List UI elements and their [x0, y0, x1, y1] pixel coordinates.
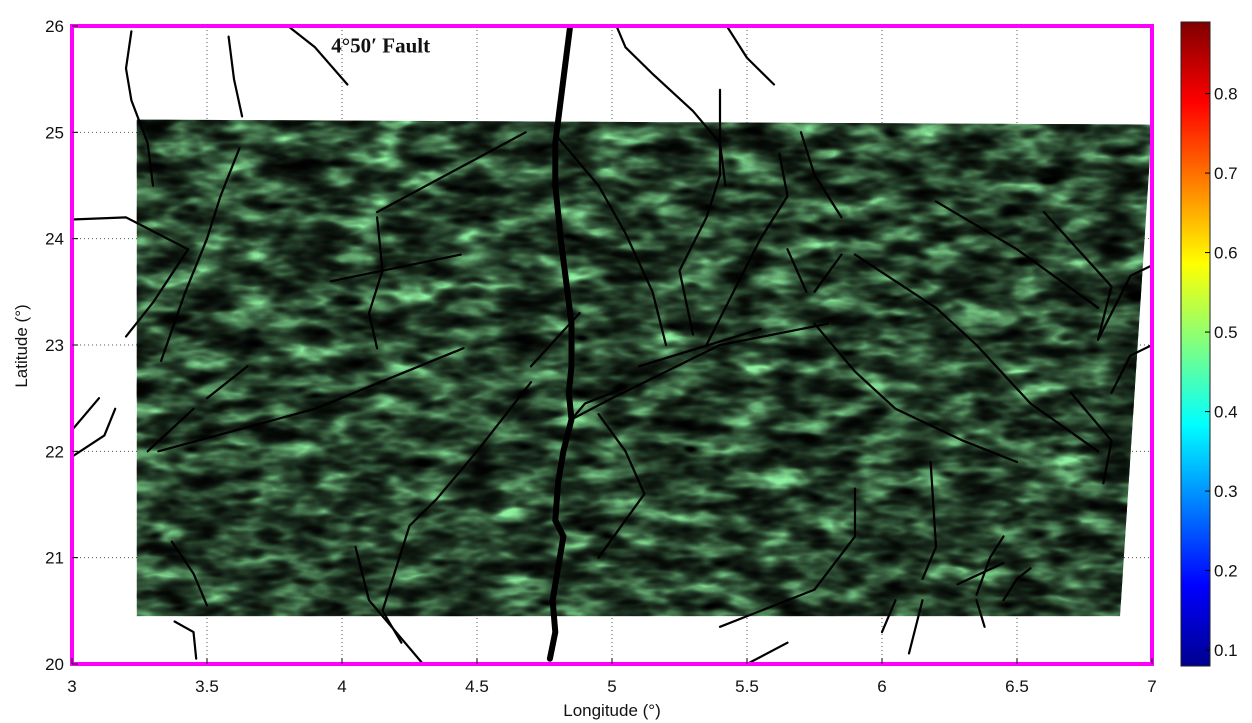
fault-line: [124, 30, 155, 187]
y-tick-label: 24: [45, 230, 64, 249]
heatmap-cells: [136, 119, 1153, 617]
fault-line: [705, 152, 789, 347]
fault-line: [921, 460, 938, 580]
fault-line: [1096, 264, 1152, 341]
fault-line: [907, 599, 924, 655]
fault-lines: [72, 26, 1152, 664]
y-tick-label: 25: [45, 123, 64, 142]
fault-line: [813, 253, 843, 293]
y-tick-label: 22: [45, 442, 64, 461]
colorbar-tick-label: 0.2: [1214, 562, 1238, 581]
y-axis-label: Latitude (°): [12, 304, 31, 387]
y-tick-label: 20: [45, 655, 64, 674]
fault-line: [597, 413, 646, 559]
fault-line: [1110, 343, 1152, 394]
fault-line: [745, 641, 789, 664]
fault-line: [367, 216, 384, 350]
fault-line: [570, 322, 830, 421]
fault-line: [146, 407, 195, 453]
x-tick-label: 3.5: [195, 677, 219, 696]
colorbar-tick-label: 0.5: [1214, 323, 1238, 342]
colorbar-ticks: 0.1 0.2 0.3 0.4 0.5 0.6 0.7 0.8: [1205, 85, 1238, 660]
axis-ticks: 3 3.5 4 4.5 5 5.5 6 6.5 7 20 21 22 23 24 25 26: [45, 17, 1157, 696]
fault-line: [725, 26, 776, 86]
fault-line: [173, 620, 198, 660]
main-fault-line: [546, 26, 575, 662]
x-tick-label: 5.5: [735, 677, 759, 696]
fault-line: [853, 253, 1100, 453]
main-fault: [546, 26, 575, 662]
heatmap-field: [136, 119, 1153, 617]
colorbar-tick-label: 0.8: [1214, 85, 1238, 104]
x-tick-label: 4: [337, 677, 346, 696]
fault-line: [354, 545, 425, 664]
fault-line: [880, 599, 897, 634]
fault-line: [160, 147, 241, 362]
y-tick-label: 26: [45, 17, 64, 36]
y-tick-label: 21: [45, 549, 64, 568]
fault-line: [72, 216, 190, 251]
fault-line: [1069, 391, 1113, 485]
fault-line: [330, 253, 462, 283]
fault-line: [72, 397, 101, 432]
fault-line: [205, 365, 249, 400]
fault-line: [678, 88, 722, 336]
x-tick-label: 7: [1147, 677, 1156, 696]
fault-line: [556, 136, 668, 347]
x-tick-label: 6: [877, 677, 886, 696]
fault-line: [975, 599, 986, 628]
fault-line: [72, 407, 117, 458]
x-tick-label: 5: [607, 677, 616, 696]
fault-line: [934, 200, 1100, 309]
fault-line: [157, 347, 465, 453]
fault-line: [975, 535, 1005, 596]
field-lowest: [136, 119, 1153, 617]
fault-line: [227, 35, 244, 118]
x-tick-label: 4.5: [465, 677, 489, 696]
fault-line: [1042, 211, 1113, 341]
x-tick-label: 6.5: [1005, 677, 1029, 696]
fault-line: [637, 328, 762, 368]
fault-line: [124, 248, 190, 338]
fault-line: [718, 487, 857, 628]
fault-line: [170, 540, 209, 607]
colorbar-tick-label: 0.3: [1214, 482, 1238, 501]
x-tick-label: 3: [67, 677, 76, 696]
colorbar-tick-label: 0.7: [1214, 164, 1238, 183]
fault-line: [1002, 567, 1032, 602]
colorbar-tick-label: 0.1: [1214, 641, 1238, 660]
fault-line: [570, 386, 627, 421]
fault-line: [786, 248, 808, 293]
fault-line: [799, 131, 843, 219]
y-tick-label: 23: [45, 336, 64, 355]
fault-line: [376, 131, 527, 214]
fault-line: [813, 322, 1019, 464]
colorbar-tick-label: 0.4: [1214, 403, 1238, 422]
fault-line: [381, 381, 533, 644]
x-axis-label: Longitude (°): [563, 701, 661, 720]
fault-annotation: 4°50′ Fault: [331, 34, 430, 58]
fault-line: [956, 561, 1005, 586]
colorbar: [1180, 21, 1211, 667]
colorbar-tick-label: 0.6: [1214, 244, 1238, 263]
